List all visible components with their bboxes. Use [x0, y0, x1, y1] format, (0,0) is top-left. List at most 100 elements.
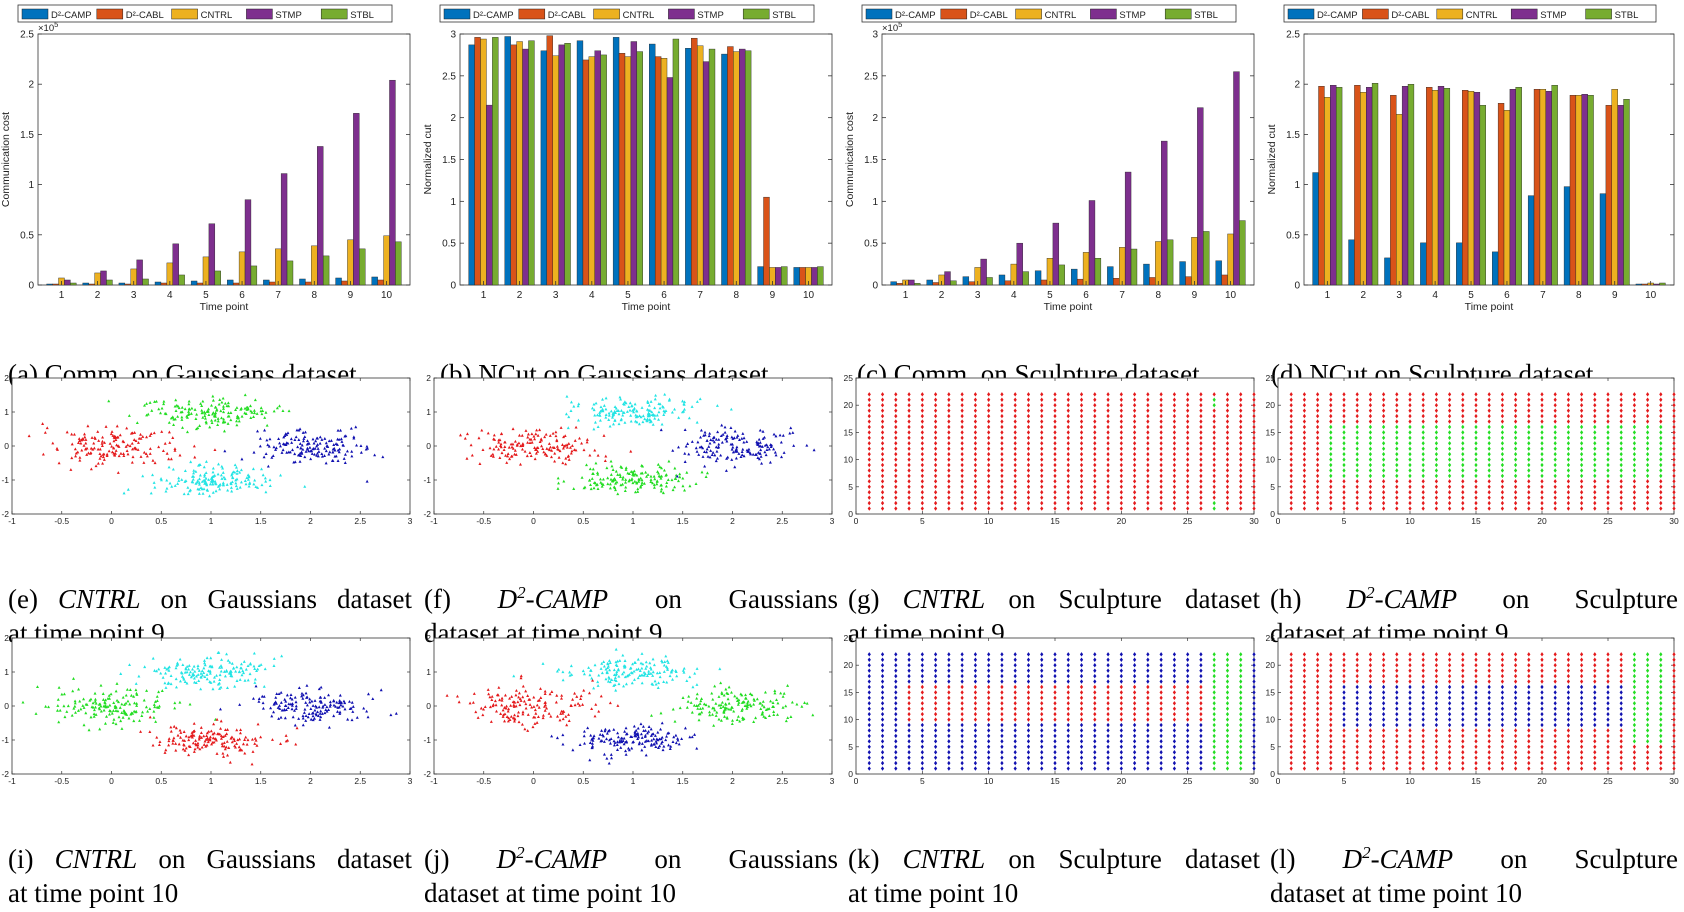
- point: [1316, 490, 1320, 495]
- point: [907, 403, 911, 408]
- point: [1302, 490, 1306, 495]
- point: [603, 729, 607, 733]
- point: [57, 461, 61, 465]
- point: [235, 423, 239, 427]
- point: [465, 456, 469, 460]
- point: [894, 479, 898, 484]
- point: [668, 397, 672, 401]
- point: [1553, 495, 1557, 500]
- point: [622, 742, 626, 746]
- point: [120, 711, 124, 714]
- point: [637, 742, 641, 746]
- point: [615, 670, 619, 674]
- point: [1079, 701, 1084, 706]
- bar: [733, 51, 740, 286]
- point: [177, 742, 181, 746]
- point: [1553, 430, 1557, 435]
- point: [1593, 500, 1597, 506]
- point: [1395, 419, 1399, 424]
- point: [662, 670, 666, 673]
- point: [1040, 739, 1044, 744]
- point: [867, 506, 871, 511]
- point: [1395, 479, 1399, 484]
- point: [1395, 435, 1399, 441]
- point: [624, 401, 628, 405]
- point: [614, 647, 618, 651]
- point: [301, 714, 305, 718]
- point: [1026, 457, 1031, 462]
- point: [537, 705, 541, 709]
- point: [1461, 484, 1465, 489]
- point: [720, 690, 724, 694]
- legend-label: STMP: [1540, 10, 1566, 21]
- point: [234, 481, 238, 485]
- point: [76, 709, 80, 712]
- point: [907, 413, 911, 419]
- point: [229, 482, 233, 486]
- point: [93, 705, 97, 709]
- point: [1461, 441, 1465, 446]
- point: [141, 474, 145, 478]
- point: [154, 399, 158, 403]
- point: [193, 408, 197, 411]
- bar: [1641, 283, 1648, 286]
- point: [338, 693, 342, 697]
- point: [1593, 506, 1597, 511]
- point: [543, 701, 547, 705]
- point: [652, 474, 656, 478]
- point: [1040, 408, 1044, 413]
- point: [973, 506, 977, 511]
- bar: [1653, 283, 1660, 286]
- point: [112, 701, 116, 704]
- point: [788, 431, 792, 435]
- legend-swatch: [246, 8, 273, 20]
- point: [1448, 430, 1452, 435]
- bar: [552, 55, 559, 286]
- point: [193, 747, 197, 751]
- point: [332, 443, 336, 446]
- point: [490, 694, 494, 698]
- point: [540, 444, 544, 448]
- point: [1119, 446, 1123, 451]
- point: [210, 421, 214, 425]
- point: [292, 460, 296, 464]
- point: [521, 695, 525, 699]
- point: [1119, 430, 1123, 435]
- point: [710, 691, 714, 695]
- point: [173, 404, 177, 408]
- point: [653, 397, 657, 401]
- point: [1026, 435, 1031, 441]
- point: [120, 702, 124, 706]
- bar: [1348, 239, 1355, 286]
- point: [645, 731, 649, 735]
- point: [517, 720, 521, 724]
- point: [1329, 397, 1333, 402]
- point: [308, 697, 312, 701]
- point: [726, 455, 730, 459]
- point: [517, 433, 521, 437]
- point: [364, 447, 368, 451]
- point: [659, 428, 663, 432]
- point: [1239, 446, 1243, 451]
- point: [880, 419, 885, 424]
- point: [223, 449, 227, 453]
- point: [1355, 392, 1359, 397]
- point: [947, 484, 951, 489]
- y-tick-label: 1: [872, 197, 878, 208]
- point: [503, 712, 507, 716]
- point: [682, 402, 686, 406]
- point: [255, 429, 259, 433]
- point: [614, 672, 618, 676]
- point: [92, 714, 96, 718]
- point: [1186, 408, 1190, 413]
- point: [194, 469, 198, 473]
- point: [230, 735, 234, 739]
- point: [1514, 462, 1518, 468]
- point: [62, 704, 66, 708]
- point: [309, 717, 313, 721]
- point: [293, 695, 297, 699]
- point: [1066, 701, 1070, 706]
- point: [609, 473, 613, 476]
- point: [741, 447, 745, 451]
- point: [1066, 673, 1070, 679]
